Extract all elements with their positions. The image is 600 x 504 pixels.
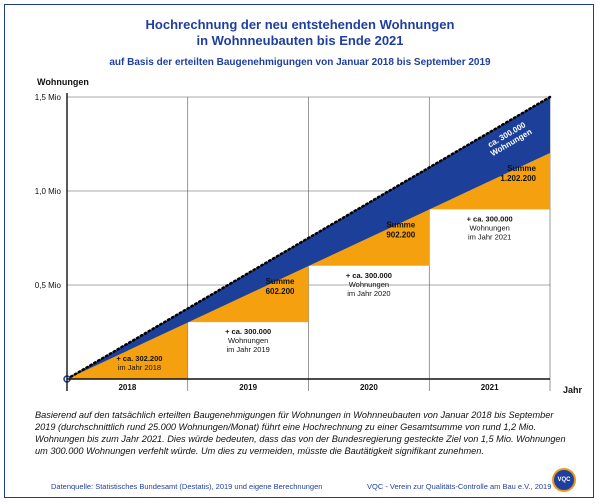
annotation-line3: im Jahr 2019 (226, 345, 269, 354)
annotation-line3: im Jahr 2020 (347, 289, 390, 298)
y-tick-label: 1,0 Mio (35, 187, 62, 196)
annotation-line2: Wohnungen (349, 280, 389, 289)
annotation-line2: Wohnungen (228, 336, 268, 345)
summe-label-value: 602.200 (266, 287, 295, 296)
vqc-logo: VQC (552, 468, 576, 492)
annotation-line1: + ca. 302.200 (116, 354, 162, 363)
x-tick-label: 2021 (481, 383, 499, 392)
x-tick-label: 2019 (239, 383, 257, 392)
credit-line: VQC - Verein zur Qualitäts-Controlle am … (367, 482, 552, 491)
annotation-line3: im Jahr 2021 (468, 232, 511, 241)
summe-label-value: 902.200 (386, 230, 415, 239)
title-line-1: Hochrechnung der neu entstehenden Wohnun… (145, 17, 455, 32)
summe-label-title: Summe (266, 277, 295, 286)
x-axis-label: Jahr (563, 385, 583, 395)
y-axis-label: Wohnungen (37, 77, 89, 87)
chart-description: Basierend auf den tatsächlich erteilten … (35, 410, 566, 456)
annotation-line1: + ca. 300.000 (467, 214, 513, 223)
target-trend-line (65, 95, 552, 381)
annotation-line1: + ca. 300.000 (225, 327, 271, 336)
annotation-line2: Wohnungen (469, 223, 509, 232)
chart-subtitle: auf Basis der erteilten Baugenehmigungen… (109, 57, 491, 68)
data-source: Datenquelle: Statistisches Bundesamt (De… (51, 482, 323, 491)
title-line-2: in Wohnneubauten bis Ende 2021 (196, 33, 404, 48)
summe-label-title: Summe (386, 220, 415, 229)
annotation-line1: + ca. 300.000 (346, 271, 392, 280)
summe-label-value: 1.202.200 (500, 174, 536, 183)
x-tick-label: 2018 (118, 383, 136, 392)
summe-label-title: Summe (507, 164, 536, 173)
x-tick-label: 2020 (360, 383, 378, 392)
y-tick-label: 0,5 Mio (35, 281, 62, 290)
y-tick-label: 1,5 Mio (35, 93, 62, 102)
infographic-frame: Hochrechnung der neu entstehenden Wohnun… (4, 4, 594, 498)
chart-title: Hochrechnung der neu entstehenden Wohnun… (5, 17, 593, 49)
annotation-line2: im Jahr 2018 (118, 363, 161, 372)
